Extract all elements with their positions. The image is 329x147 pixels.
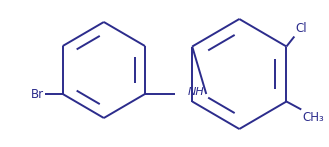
Text: NH: NH (188, 87, 204, 97)
Text: CH₃: CH₃ (302, 111, 324, 123)
Text: Br: Br (31, 87, 44, 101)
Text: Cl: Cl (295, 21, 307, 35)
